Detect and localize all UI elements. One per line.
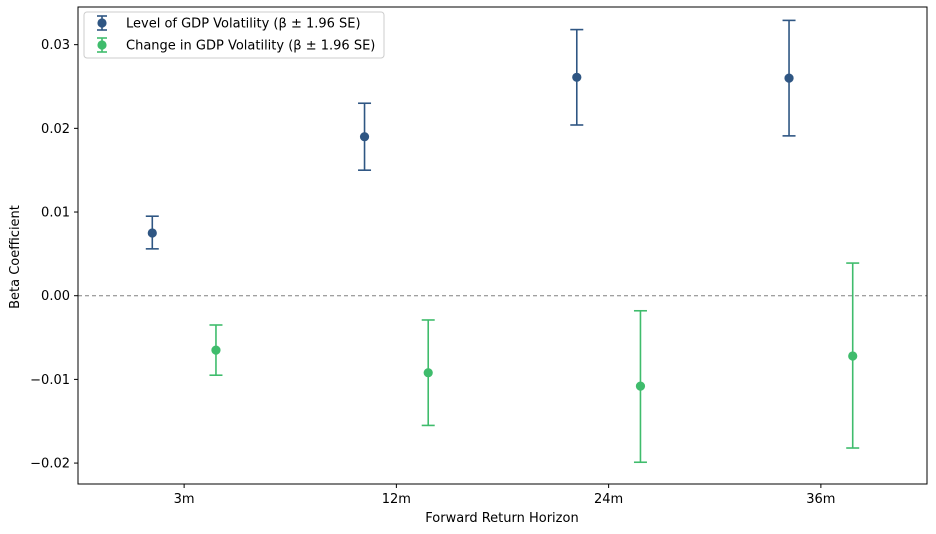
data-point xyxy=(572,72,582,82)
data-point xyxy=(423,368,433,378)
y-tick-label: 0.02 xyxy=(41,122,70,137)
legend-label: Level of GDP Volatility (β ± 1.96 SE) xyxy=(126,17,361,32)
plot-area xyxy=(78,19,927,464)
x-tick-label: 24m xyxy=(594,492,623,507)
legend-box xyxy=(83,11,385,59)
legend-entry: Level of GDP Volatility (β ± 1.96 SE) xyxy=(97,15,361,32)
data-point xyxy=(784,73,794,83)
legend-label: Change in GDP Volatility (β ± 1.96 SE) xyxy=(126,39,375,54)
legend: Level of GDP Volatility (β ± 1.96 SE) Cha… xyxy=(83,11,385,59)
y-tick-label: 0.00 xyxy=(41,289,70,304)
axes: −0.02 −0.01 0.00 0.01 0.02 0.03 3m 12m 24m 36m xyxy=(30,6,928,507)
data-point xyxy=(848,351,858,361)
legend-marker xyxy=(97,40,107,50)
x-tick-label: 12m xyxy=(382,492,411,507)
data-point xyxy=(635,381,646,391)
plot-frame xyxy=(77,6,928,485)
data-point xyxy=(359,132,370,142)
x-axis-label: Forward Return Horizon xyxy=(425,511,578,526)
y-axis-label: Beta Coefficient xyxy=(8,205,23,309)
legend-marker xyxy=(97,18,107,28)
y-tick-label: −0.01 xyxy=(30,373,70,388)
legend-entry: Change in GDP Volatility (β ± 1.96 SE) xyxy=(97,37,375,54)
series-1 xyxy=(145,19,796,250)
data-point xyxy=(211,345,221,355)
y-tick-label: 0.03 xyxy=(41,38,70,53)
series-2 xyxy=(209,262,860,464)
x-tick-label: 36m xyxy=(806,492,835,507)
y-tick-label: 0.01 xyxy=(41,206,70,221)
y-tick-label: −0.02 xyxy=(30,457,70,472)
data-point xyxy=(147,228,157,238)
x-tick-label: 3m xyxy=(174,492,195,507)
